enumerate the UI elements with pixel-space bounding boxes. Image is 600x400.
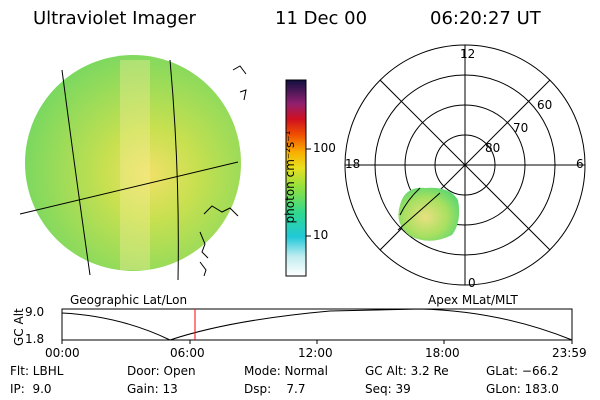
colorbar-tick-label: 10 bbox=[313, 228, 329, 242]
time-label: 06:20:27 UT bbox=[430, 8, 541, 29]
ip-status: IP: 9.0 bbox=[10, 382, 52, 396]
meridian-line bbox=[61, 69, 91, 276]
coastline bbox=[203, 205, 239, 217]
timeline-frame bbox=[61, 308, 573, 341]
meridian-line bbox=[169, 59, 179, 281]
colorbar bbox=[285, 79, 311, 277]
mlt-label-6: 6 bbox=[576, 157, 584, 171]
mlt-label-18: 18 bbox=[345, 157, 361, 171]
lat-label-80: 80 bbox=[485, 141, 501, 155]
filter-status: Flt: LBHL bbox=[10, 364, 64, 378]
glat-status: GLat: −66.2 bbox=[486, 364, 559, 378]
timeline-y-tick: 9.0 bbox=[25, 305, 45, 319]
lat-label-60: 60 bbox=[537, 98, 553, 112]
timeline-x-tick: 00:00 bbox=[45, 346, 80, 360]
glon-status: GLon: 183.0 bbox=[486, 382, 559, 396]
timeline-y-tick: 1.8 bbox=[25, 332, 45, 346]
coastline bbox=[199, 231, 209, 259]
colorbar-unit-label: photon cm⁻²s⁻¹ bbox=[283, 130, 297, 224]
door-status: Door: Open bbox=[127, 364, 196, 378]
polar-caption: Apex MLat/MLT bbox=[428, 293, 518, 307]
lat-label-70: 70 bbox=[513, 121, 529, 135]
earth-image bbox=[19, 55, 247, 281]
timeline-axis-label: GC Alt bbox=[12, 308, 26, 346]
gc-alt-status: GC Alt: 3.2 Re bbox=[365, 364, 449, 378]
coastline bbox=[232, 65, 247, 75]
coastline bbox=[199, 261, 207, 277]
auroral-oval bbox=[397, 187, 460, 241]
image-caption: Geographic Lat/Lon bbox=[70, 293, 188, 307]
timeline-x-tick: 06:00 bbox=[170, 346, 205, 360]
colorbar-scale bbox=[285, 79, 307, 277]
timeline-x-tick: 23:59 bbox=[552, 346, 587, 360]
polar-plot bbox=[344, 44, 586, 286]
dsp-status: Dsp: 7.7 bbox=[244, 382, 306, 396]
coastline bbox=[239, 89, 247, 101]
mlt-label-0: 0 bbox=[468, 276, 476, 290]
date-label: 11 Dec 00 bbox=[275, 8, 368, 29]
mlt-label-12: 12 bbox=[460, 47, 476, 61]
instrument-title: Ultraviolet Imager bbox=[33, 8, 196, 29]
parallel-line bbox=[19, 161, 239, 215]
seq-status: Seq: 39 bbox=[365, 382, 411, 396]
colorbar-tick-label: 100 bbox=[313, 141, 336, 155]
earth-disk bbox=[25, 55, 241, 271]
gain-status: Gain: 13 bbox=[127, 382, 178, 396]
dayside-streak bbox=[120, 60, 150, 270]
altitude-curve bbox=[61, 308, 573, 341]
timeline-x-tick: 12:00 bbox=[298, 346, 333, 360]
timeline-x-tick: 18:00 bbox=[425, 346, 460, 360]
altitude-timeline bbox=[61, 308, 573, 344]
mode-status: Mode: Normal bbox=[244, 364, 328, 378]
